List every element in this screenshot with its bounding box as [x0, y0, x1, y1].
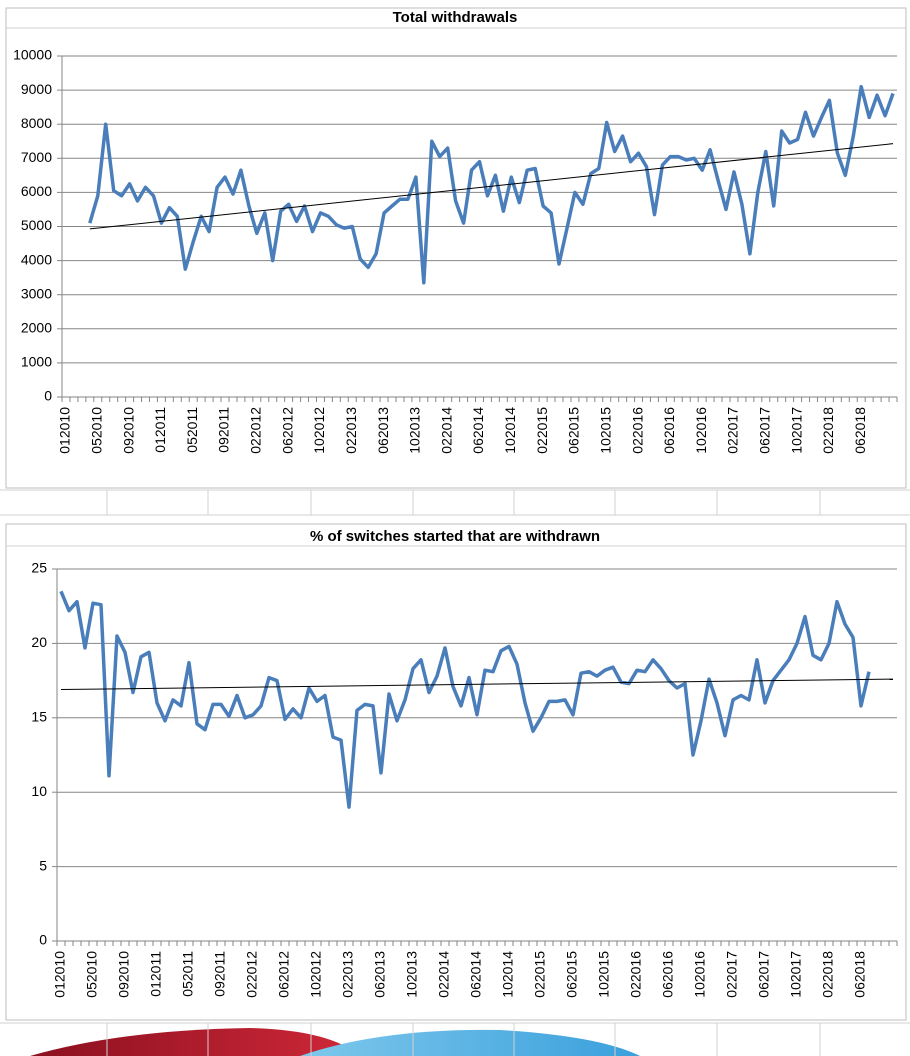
chart-frame	[5, 7, 907, 489]
x-tick-label: 062015	[566, 407, 582, 454]
y-tick-label: 25	[31, 560, 47, 576]
x-tick-label: 092011	[216, 407, 232, 453]
data-line	[59, 590, 871, 809]
y-tick-label: 1000	[21, 354, 52, 370]
x-tick-label: 102013	[404, 951, 420, 998]
x-tick-label: 102016	[693, 407, 709, 454]
x-tick-label: 062015	[564, 951, 580, 998]
data-line	[88, 84, 895, 285]
y-tick-label: 15	[31, 709, 47, 725]
x-tick-label: 062012	[279, 407, 295, 454]
x-tick-label: 022017	[724, 951, 740, 998]
y-tick-label: 4000	[21, 251, 52, 267]
chart-title: % of switches started that are withdrawn	[310, 528, 600, 545]
x-tick-label: 102017	[788, 951, 804, 998]
x-tick-label: 092011	[212, 951, 228, 997]
x-tick-label: 102012	[311, 407, 327, 454]
x-tick-label: 022012	[244, 951, 260, 998]
x-tick-label: 022017	[725, 407, 741, 454]
x-tick-label: 062014	[468, 951, 484, 998]
trend-line	[89, 143, 894, 230]
y-tick-label: 3000	[21, 285, 52, 301]
y-tick-label: 9000	[21, 81, 52, 97]
x-tick-label: 062018	[852, 407, 868, 454]
x-tick-label: 022013	[343, 407, 359, 454]
x-tick-label: 102015	[597, 407, 613, 454]
x-tick-label: 092010	[120, 407, 136, 454]
x-tick-label: 062013	[375, 407, 391, 454]
y-tick-label: 6000	[21, 183, 52, 199]
x-tick-label: 062014	[470, 407, 486, 454]
x-tick-label: 012010	[57, 407, 73, 454]
x-tick-label: 092010	[116, 951, 132, 998]
y-tick-label: 10000	[13, 47, 52, 63]
x-tick-label: 062017	[756, 951, 772, 998]
x-tick-label: 102013	[407, 407, 423, 454]
x-tick-label: 052010	[84, 951, 100, 998]
x-tick-label: 102015	[596, 951, 612, 998]
chart-frame	[5, 523, 907, 1021]
y-tick-label: 10	[31, 783, 47, 799]
trend-line	[60, 678, 894, 691]
x-tick-label: 022016	[629, 407, 645, 454]
x-tick-label: 022018	[820, 951, 836, 998]
x-tick-label: 102014	[502, 407, 518, 454]
y-tick-label: 5	[39, 857, 47, 873]
y-tick-label: 7000	[21, 149, 52, 165]
x-tick-label: 102017	[788, 407, 804, 454]
y-tick-label: 20	[31, 634, 47, 650]
x-tick-label: 012010	[52, 951, 68, 998]
x-tick-label: 012011	[148, 951, 164, 997]
x-tick-label: 022014	[438, 407, 454, 454]
x-tick-label: 062016	[660, 951, 676, 998]
y-tick-label: 2000	[21, 320, 52, 336]
x-tick-label: 062013	[372, 951, 388, 998]
x-tick-label: 062016	[661, 407, 677, 454]
x-tick-label: 062018	[852, 951, 868, 998]
x-tick-label: 022014	[436, 951, 452, 998]
x-tick-label: 052011	[180, 951, 196, 997]
x-tick-label: 022016	[628, 951, 644, 998]
x-tick-label: 102012	[308, 951, 324, 998]
x-tick-label: 022015	[534, 407, 550, 454]
x-tick-label: 012011	[152, 407, 168, 453]
x-tick-label: 022013	[340, 951, 356, 998]
sheet-cells	[0, 489, 910, 1024]
x-tick-label: 062017	[756, 407, 772, 454]
banner	[30, 1023, 821, 1056]
x-tick-label: 102014	[500, 951, 516, 998]
x-tick-label: 052010	[88, 407, 104, 454]
chart-title: Total withdrawals	[393, 9, 518, 26]
y-tick-label: 0	[44, 388, 52, 404]
x-tick-label: 062012	[276, 951, 292, 998]
x-tick-label: 022012	[248, 407, 264, 454]
y-tick-label: 8000	[21, 115, 52, 131]
y-tick-label: 5000	[21, 217, 52, 233]
x-tick-label: 052011	[184, 407, 200, 453]
x-tick-label: 102016	[692, 951, 708, 998]
y-tick-label: 0	[39, 932, 47, 948]
x-tick-label: 022015	[532, 951, 548, 998]
x-tick-label: 022018	[820, 407, 836, 454]
